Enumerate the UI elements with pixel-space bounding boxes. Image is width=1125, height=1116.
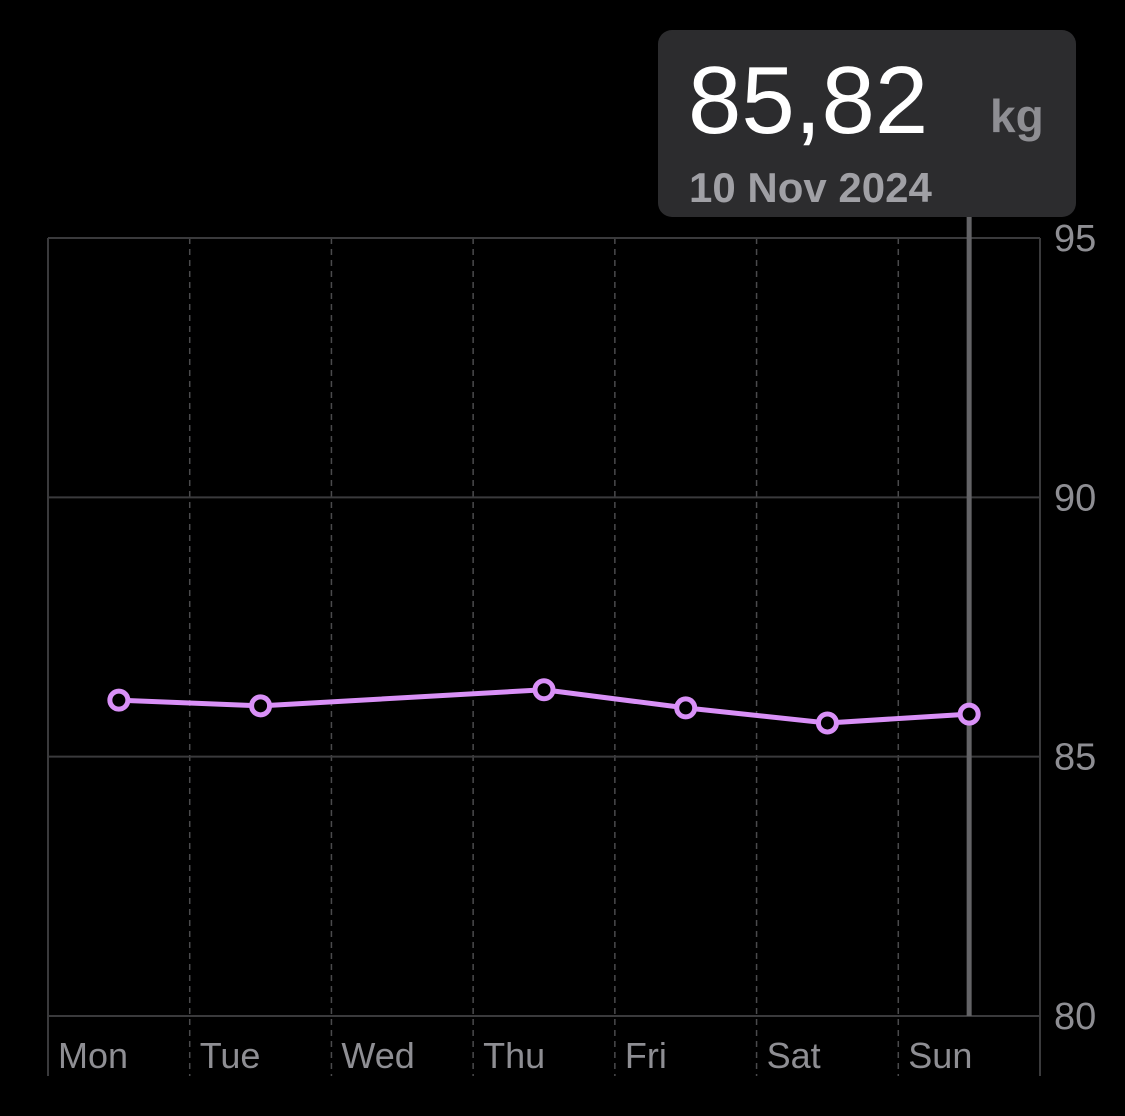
data-point	[532, 678, 556, 702]
tooltip-unit: kg	[990, 90, 1044, 142]
x-tick-label: Tue	[200, 1035, 261, 1076]
x-tick-label: Wed	[341, 1035, 414, 1076]
line-segment	[541, 687, 689, 711]
y-tick-label: 85	[1054, 737, 1096, 779]
data-point	[674, 696, 698, 720]
x-tick-label: Sat	[767, 1035, 821, 1076]
line-segment	[824, 711, 972, 726]
tooltip-value: 85,82	[688, 47, 928, 154]
data-point	[249, 694, 273, 718]
line-segment	[683, 705, 830, 726]
y-tick-label: 95	[1054, 218, 1096, 260]
line-segment	[116, 697, 264, 709]
data-point	[957, 702, 981, 726]
y-tick-label: 90	[1054, 477, 1096, 519]
tooltip-box	[658, 30, 1076, 217]
y-tick-label: 80	[1054, 996, 1096, 1038]
data-point	[815, 711, 839, 735]
x-tick-label: Mon	[58, 1035, 128, 1076]
grid-layer: Mon Tue Wed Thu Fri Sat Sun 80 85 90 95	[47, 218, 1096, 1076]
x-tick-label: Thu	[483, 1035, 545, 1076]
tooltip-date: 10 Nov 2024	[689, 164, 932, 211]
x-tick-label: Fri	[625, 1035, 667, 1076]
line-segment	[258, 687, 547, 709]
marks-layer	[107, 215, 981, 1016]
x-tick-label: Sun	[908, 1035, 972, 1076]
data-point	[107, 688, 131, 712]
